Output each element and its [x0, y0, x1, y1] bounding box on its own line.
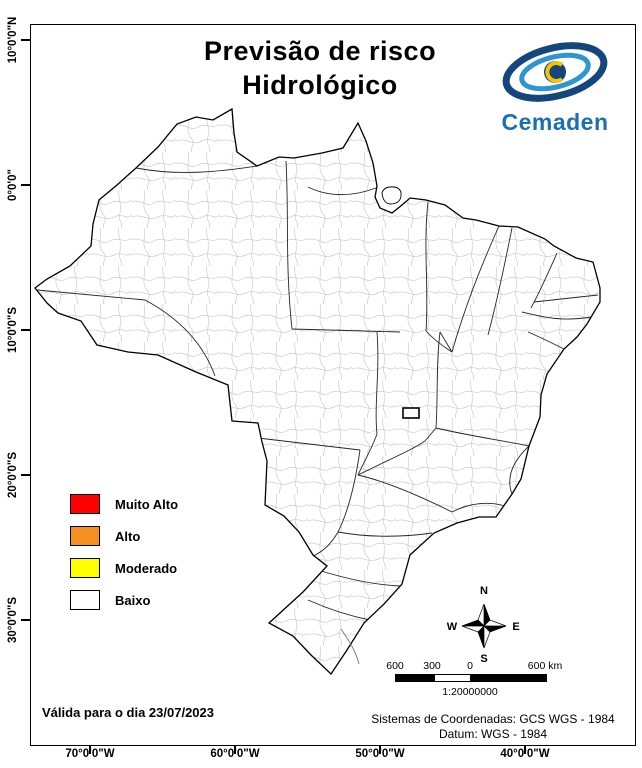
title-line2: Hidrológico [242, 70, 398, 100]
legend-swatch-baixo [70, 590, 100, 610]
lat-label-10n: 10°0'0"N [7, 16, 19, 64]
scale-bar-segment [471, 675, 546, 681]
legend-swatch-moderado [70, 558, 100, 578]
legend-item-baixo: Baixo [70, 590, 178, 610]
legend-item-alto: Alto [70, 526, 178, 546]
legend-label: Baixo [115, 592, 151, 608]
compass-w-label: W [447, 621, 458, 633]
compass-rose: N E S W [444, 580, 524, 668]
scale-bar-segment [433, 675, 471, 681]
compass-n-label: N [480, 585, 488, 597]
lon-label-40w: 40°0'0"W [500, 748, 550, 760]
legend-item-moderado: Moderado [70, 558, 178, 578]
cemaden-logo: Cemaden [480, 40, 630, 136]
crs-line2: Datum: WGS - 1984 [438, 727, 548, 741]
marajo-island [381, 186, 402, 205]
state-boundaries [36, 160, 599, 621]
risk-legend: Muito Alto Alto Moderado Baixo [70, 494, 178, 622]
legend-label: Muito Alto [115, 496, 179, 512]
lat-label-0: 0°0'0" [7, 169, 19, 201]
lat-tick [21, 619, 30, 621]
north-arrow-icon: N E S W [447, 585, 520, 665]
page-title: Previsão de risco Hidrológico [90, 34, 550, 102]
legend-label: Moderado [115, 560, 178, 576]
scale-bar: 600 300 0 600 km 1:20000000 [386, 660, 566, 700]
scale-label-300: 300 [423, 660, 441, 672]
compass-e-label: E [512, 621, 519, 633]
scale-bar-graphic [395, 674, 547, 682]
lat-tick [21, 39, 30, 41]
cemaden-eye-icon [502, 42, 608, 102]
title-line1: Previsão de risco [203, 36, 437, 66]
lat-label-10s: 10°0'0"S [7, 306, 19, 354]
lat-label-30s: 30°0'0"S [7, 596, 19, 644]
scale-bar-segment [396, 675, 434, 681]
validity-date: Válida para o dia 23/07/2023 [42, 705, 214, 720]
scale-ratio: 1:20000000 [442, 686, 498, 698]
legend-item-muito-alto: Muito Alto [70, 494, 178, 514]
lon-tick [89, 746, 91, 754]
lat-tick [21, 184, 30, 186]
lon-label-70w: 70°0'0"W [65, 748, 115, 760]
lat-tick [21, 474, 30, 476]
distrito-federal-outline [402, 407, 420, 419]
coordinate-system-note: Sistemas de Coordenadas: GCS WGS - 1984 … [352, 712, 634, 742]
brazil-country-outline [34, 107, 601, 676]
crs-line1: Sistemas de Coordenadas: GCS WGS - 1984 [371, 712, 615, 726]
legend-swatch-muito-alto [70, 494, 100, 514]
lon-label-50w: 50°0'0"W [355, 748, 405, 760]
compass-s-label: S [480, 653, 487, 665]
scale-label-0: 0 [467, 660, 473, 672]
lon-label-60w: 60°0'0"W [210, 748, 260, 760]
cemaden-wordmark: Cemaden [501, 109, 609, 135]
lat-label-20s: 20°0'0"S [7, 451, 19, 499]
scale-label-600-left: 600 [386, 660, 404, 672]
lat-tick [21, 329, 30, 331]
scale-label-600km: 600 km [527, 660, 563, 672]
lon-tick [234, 746, 236, 754]
legend-swatch-alto [70, 526, 100, 546]
lon-tick [524, 746, 526, 754]
lagoa-dos-patos [340, 628, 360, 665]
lon-tick [379, 746, 381, 754]
legend-label: Alto [115, 528, 141, 544]
